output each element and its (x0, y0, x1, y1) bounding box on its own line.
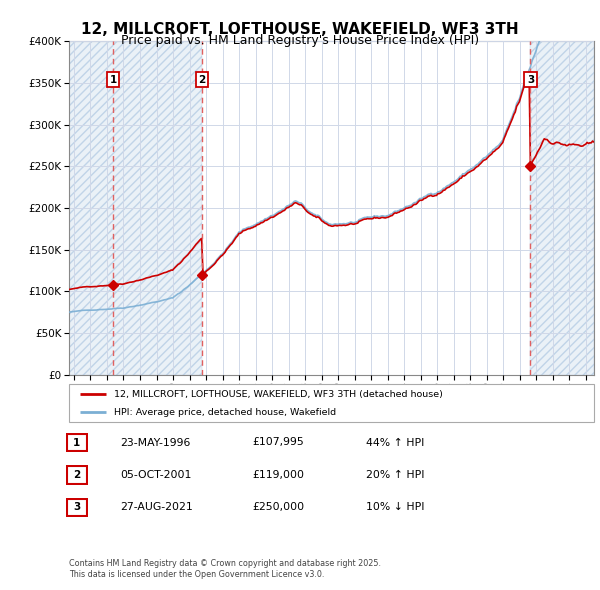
Text: 10% ↓ HPI: 10% ↓ HPI (366, 503, 425, 512)
Text: 05-OCT-2001: 05-OCT-2001 (120, 470, 191, 480)
Bar (530, 41, 594, 375)
FancyBboxPatch shape (67, 499, 86, 516)
Text: 1: 1 (73, 438, 80, 447)
Text: 20% ↑ HPI: 20% ↑ HPI (366, 470, 425, 480)
Text: 3: 3 (73, 503, 80, 512)
Bar (530, 41, 594, 375)
FancyBboxPatch shape (67, 434, 86, 451)
Text: 12, MILLCROFT, LOFTHOUSE, WAKEFIELD, WF3 3TH: 12, MILLCROFT, LOFTHOUSE, WAKEFIELD, WF3… (81, 22, 519, 37)
Text: Price paid vs. HM Land Registry's House Price Index (HPI): Price paid vs. HM Land Registry's House … (121, 34, 479, 47)
Bar (69, 41, 202, 375)
Text: £107,995: £107,995 (252, 438, 304, 447)
Text: 23-MAY-1996: 23-MAY-1996 (120, 438, 190, 447)
Text: 2: 2 (198, 75, 206, 84)
Bar (69, 41, 202, 375)
Text: 3: 3 (527, 75, 534, 84)
Text: 1: 1 (110, 75, 117, 84)
Text: £250,000: £250,000 (252, 503, 304, 512)
Text: 27-AUG-2021: 27-AUG-2021 (120, 503, 193, 512)
Text: Contains HM Land Registry data © Crown copyright and database right 2025.
This d: Contains HM Land Registry data © Crown c… (69, 559, 381, 579)
FancyBboxPatch shape (67, 466, 86, 484)
Text: 44% ↑ HPI: 44% ↑ HPI (366, 438, 424, 447)
FancyBboxPatch shape (69, 384, 594, 422)
Text: 12, MILLCROFT, LOFTHOUSE, WAKEFIELD, WF3 3TH (detached house): 12, MILLCROFT, LOFTHOUSE, WAKEFIELD, WF3… (113, 390, 443, 399)
Text: HPI: Average price, detached house, Wakefield: HPI: Average price, detached house, Wake… (113, 408, 336, 417)
Text: 2: 2 (73, 470, 80, 480)
Text: £119,000: £119,000 (252, 470, 304, 480)
